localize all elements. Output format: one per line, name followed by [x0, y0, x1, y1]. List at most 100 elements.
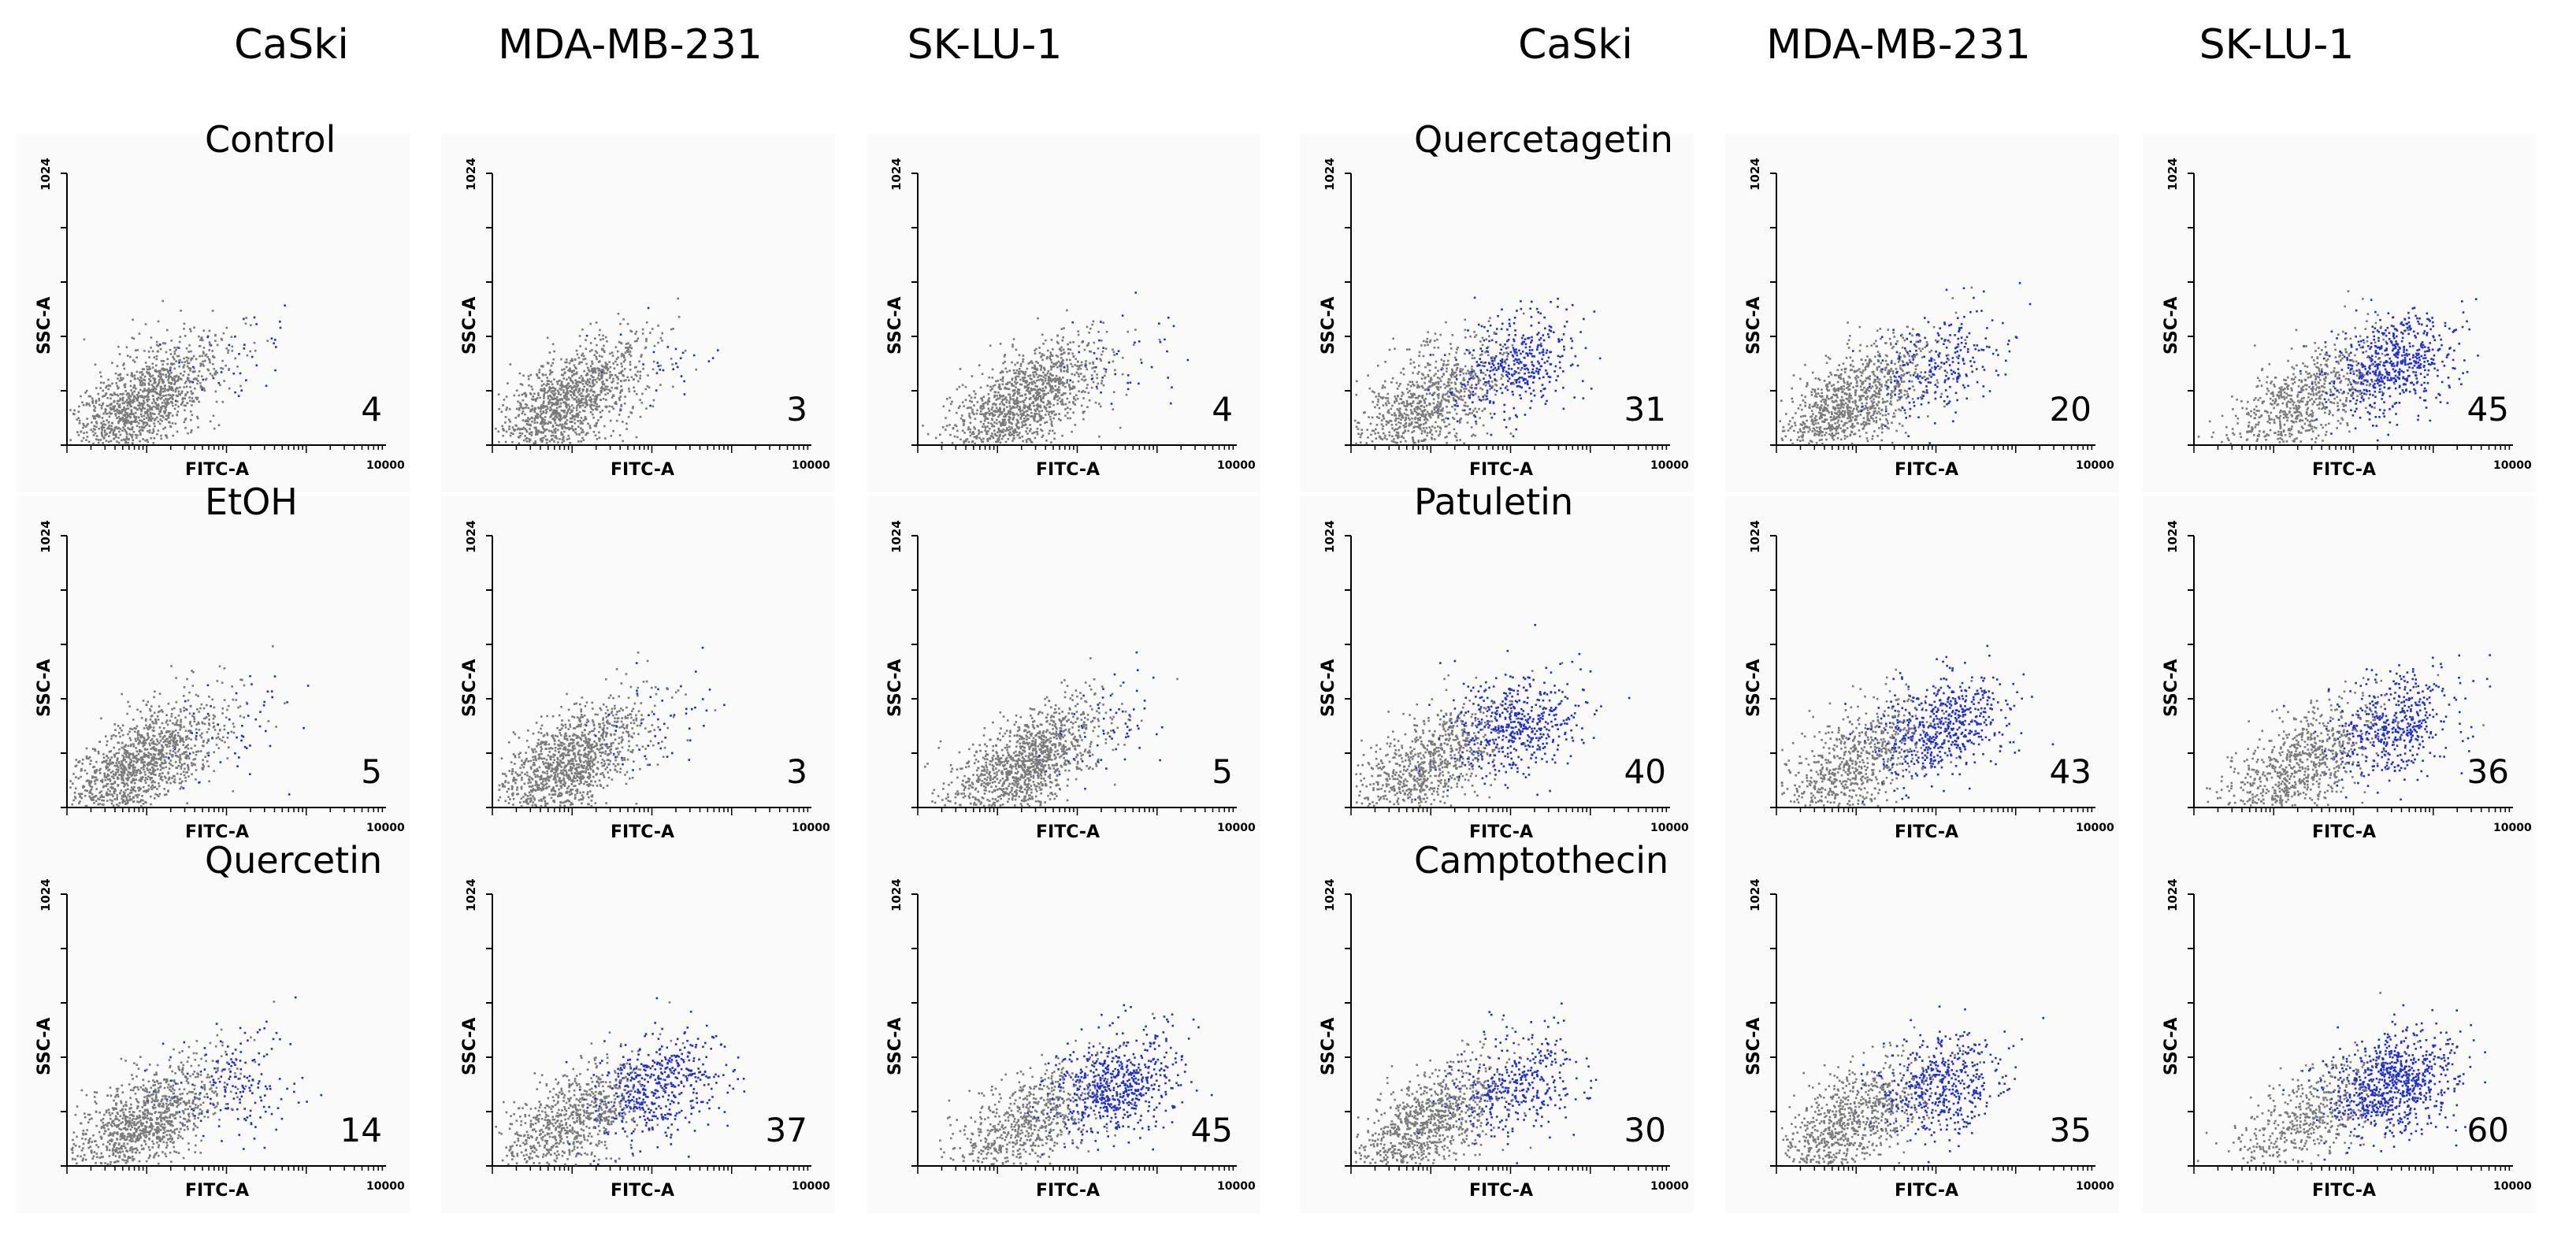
fitc-negative-event: [211, 698, 214, 701]
fitc-negative-event: [537, 392, 540, 395]
fitc-negative-event: [148, 356, 150, 358]
fitc-negative-event: [616, 382, 619, 384]
fitc-negative-event: [146, 748, 149, 751]
fitc-negative-event: [1067, 347, 1070, 351]
fitc-negative-event: [1014, 428, 1016, 431]
fitc-negative-event: [189, 730, 192, 733]
fitc-negative-event: [175, 394, 178, 397]
fitc-negative-event: [521, 778, 523, 781]
fitc-negative-event: [556, 396, 559, 399]
fitc-negative-event: [149, 380, 152, 383]
fitc-negative-event: [1045, 439, 1048, 442]
fitc-negative-event: [95, 387, 98, 389]
fitc-negative-event: [987, 430, 989, 433]
fitc-negative-event: [118, 410, 121, 412]
fitc-negative-event: [1000, 421, 1003, 425]
fitc-negative-event: [577, 391, 580, 394]
fitc-negative-event: [1039, 404, 1041, 407]
fitc-negative-event: [585, 753, 588, 756]
fitc-negative-event: [133, 416, 136, 418]
fitc-negative-event: [106, 759, 108, 762]
fitc-negative-event: [522, 410, 525, 413]
fitc-negative-event: [1056, 377, 1060, 381]
fitc-negative-event: [580, 392, 583, 395]
fitc-negative-event: [559, 384, 562, 387]
fitc-negative-event: [147, 728, 150, 730]
fitc-negative-event: [95, 794, 98, 797]
x-tick-max-label: 10000: [1217, 459, 1256, 472]
fitc-negative-event: [618, 414, 621, 416]
fitc-negative-event: [178, 759, 181, 762]
fitc-negative-event: [1015, 423, 1018, 425]
fitc-negative-event: [156, 416, 158, 419]
fitc-negative-event: [538, 377, 541, 380]
fitc-negative-event: [156, 743, 158, 746]
fitc-negative-event: [173, 775, 176, 778]
fitc-negative-event: [573, 747, 577, 750]
fitc-negative-event: [552, 434, 555, 437]
fitc-negative-event: [92, 442, 95, 445]
fitc-negative-event: [185, 356, 188, 358]
fitc-negative-event: [99, 796, 102, 798]
fitc-negative-event: [1075, 358, 1077, 360]
fitc-negative-event: [124, 429, 127, 433]
fitc-negative-event: [962, 429, 964, 432]
fitc-negative-event: [184, 756, 187, 759]
fitc-negative-event: [119, 418, 122, 420]
fitc-negative-event: [139, 440, 141, 443]
fitc-negative-event: [144, 800, 147, 804]
fitc-negative-event: [1024, 419, 1027, 422]
fitc-negative-event: [1056, 403, 1059, 405]
fitc-negative-event: [986, 418, 989, 420]
fitc-negative-event: [607, 696, 611, 700]
fitc-negative-event: [243, 716, 245, 718]
fitc-negative-event: [1027, 375, 1030, 377]
fitc-positive-event: [1096, 358, 1098, 360]
fitc-negative-event: [95, 776, 98, 778]
fitc-positive-event: [1159, 340, 1162, 343]
fitc-negative-event: [525, 420, 528, 422]
fitc-positive-event: [711, 357, 715, 359]
fitc-negative-event: [101, 796, 103, 798]
fitc-negative-event: [534, 757, 537, 760]
fitc-negative-event: [158, 782, 160, 785]
fitc-negative-event: [107, 384, 110, 387]
fitc-negative-event: [565, 394, 567, 397]
fitc-negative-event: [191, 764, 193, 767]
fitc-negative-event: [158, 749, 160, 752]
percent-positive-label: 4: [288, 390, 382, 429]
fitc-negative-event: [147, 761, 150, 764]
fitc-negative-event: [1031, 362, 1034, 365]
fitc-negative-event: [213, 367, 215, 370]
fitc-negative-event: [126, 751, 128, 754]
fitc-negative-event: [1052, 403, 1055, 407]
fitc-negative-event: [519, 428, 522, 431]
fitc-negative-event: [179, 386, 181, 388]
fitc-negative-event: [1041, 417, 1045, 419]
fitc-positive-event: [245, 747, 248, 749]
fitc-negative-event: [991, 425, 993, 428]
fitc-negative-event: [1049, 386, 1052, 388]
fitc-negative-event: [1022, 358, 1025, 361]
fitc-negative-event: [169, 752, 171, 755]
fitc-negative-event: [161, 767, 164, 769]
fitc-negative-event: [1008, 402, 1011, 404]
fitc-positive-event: [1084, 364, 1086, 367]
fitc-negative-event: [1050, 410, 1053, 413]
fitc-negative-event: [562, 440, 566, 442]
fitc-negative-event: [179, 737, 182, 741]
fitc-negative-event: [545, 384, 547, 387]
fitc-negative-event: [143, 740, 147, 742]
fitc-negative-event: [1008, 415, 1011, 418]
fitc-negative-event: [564, 361, 566, 364]
fitc-negative-event: [110, 429, 113, 432]
fitc-negative-event: [512, 433, 514, 436]
fitc-negative-event: [129, 384, 132, 388]
fitc-negative-event: [129, 395, 132, 398]
fitc-negative-event: [95, 778, 98, 781]
fitc-negative-event: [185, 347, 188, 350]
fitc-negative-event: [1008, 418, 1011, 421]
fitc-negative-event: [547, 397, 550, 399]
fitc-negative-event: [1021, 377, 1024, 379]
